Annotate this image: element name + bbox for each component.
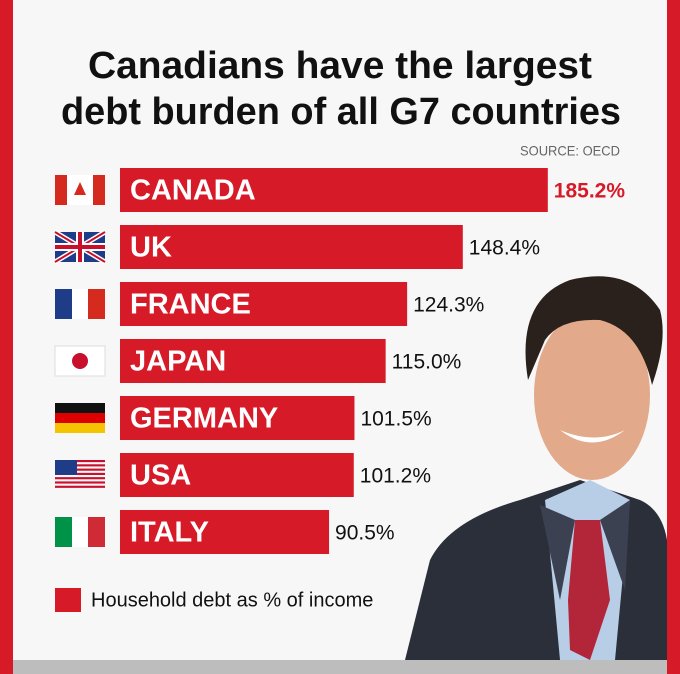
flag xyxy=(54,345,106,377)
flag xyxy=(88,517,105,547)
flag xyxy=(55,477,105,480)
bar xyxy=(120,396,355,440)
bar xyxy=(120,339,386,383)
flag xyxy=(55,517,72,547)
frame-left xyxy=(0,0,13,674)
bar xyxy=(120,282,408,326)
flag xyxy=(55,175,67,205)
flag xyxy=(55,460,105,463)
value-label: 124.3% xyxy=(413,294,484,317)
category-label: FRANCE xyxy=(130,289,251,321)
flag xyxy=(93,175,105,205)
value-label: 101.2% xyxy=(360,465,431,488)
flag xyxy=(88,289,105,319)
flag xyxy=(55,289,72,319)
flag-icon xyxy=(55,517,105,547)
category-label: JAPAN xyxy=(130,346,226,378)
bar xyxy=(120,225,463,269)
flag-icon xyxy=(55,403,105,433)
frame-right xyxy=(667,0,680,674)
flag xyxy=(55,485,105,488)
value-label: 115.0% xyxy=(392,351,462,374)
legend-label: Household debt as % of income xyxy=(91,589,373,611)
category-label: CANADA xyxy=(130,175,256,207)
bar xyxy=(120,510,330,554)
flag xyxy=(55,468,105,471)
flag xyxy=(55,481,105,484)
chart-title: debt burden of all G7 countries xyxy=(61,91,621,133)
flag xyxy=(72,353,88,369)
flag xyxy=(74,182,86,195)
legend-swatch xyxy=(55,588,81,612)
portrait xyxy=(405,276,667,660)
flag xyxy=(72,517,89,547)
flag xyxy=(55,232,105,262)
frame-bottom xyxy=(13,660,667,674)
flag-icon xyxy=(55,460,105,488)
value-label: 185.2% xyxy=(554,180,626,203)
category-label: ITALY xyxy=(130,517,209,549)
flag xyxy=(55,460,77,475)
chart-title: Canadians have the largest xyxy=(88,45,592,87)
flag xyxy=(55,413,105,423)
flag xyxy=(72,289,89,319)
source: SOURCE: OECD xyxy=(520,143,620,159)
value-label: 101.5% xyxy=(360,408,431,431)
flag-icon xyxy=(55,175,105,205)
bar xyxy=(120,168,548,212)
value-label: 148.4% xyxy=(469,237,540,260)
category-label: GERMANY xyxy=(130,403,278,435)
flag xyxy=(55,423,105,433)
flag-icon xyxy=(55,289,105,319)
bar xyxy=(120,453,354,497)
value-label: 90.5% xyxy=(335,522,395,545)
flag xyxy=(55,472,105,475)
flag xyxy=(55,403,105,413)
flag-icon xyxy=(53,229,107,265)
flag xyxy=(55,464,105,467)
category-label: USA xyxy=(130,460,191,492)
flag-icon xyxy=(54,345,106,377)
category-label: UK xyxy=(130,232,172,264)
